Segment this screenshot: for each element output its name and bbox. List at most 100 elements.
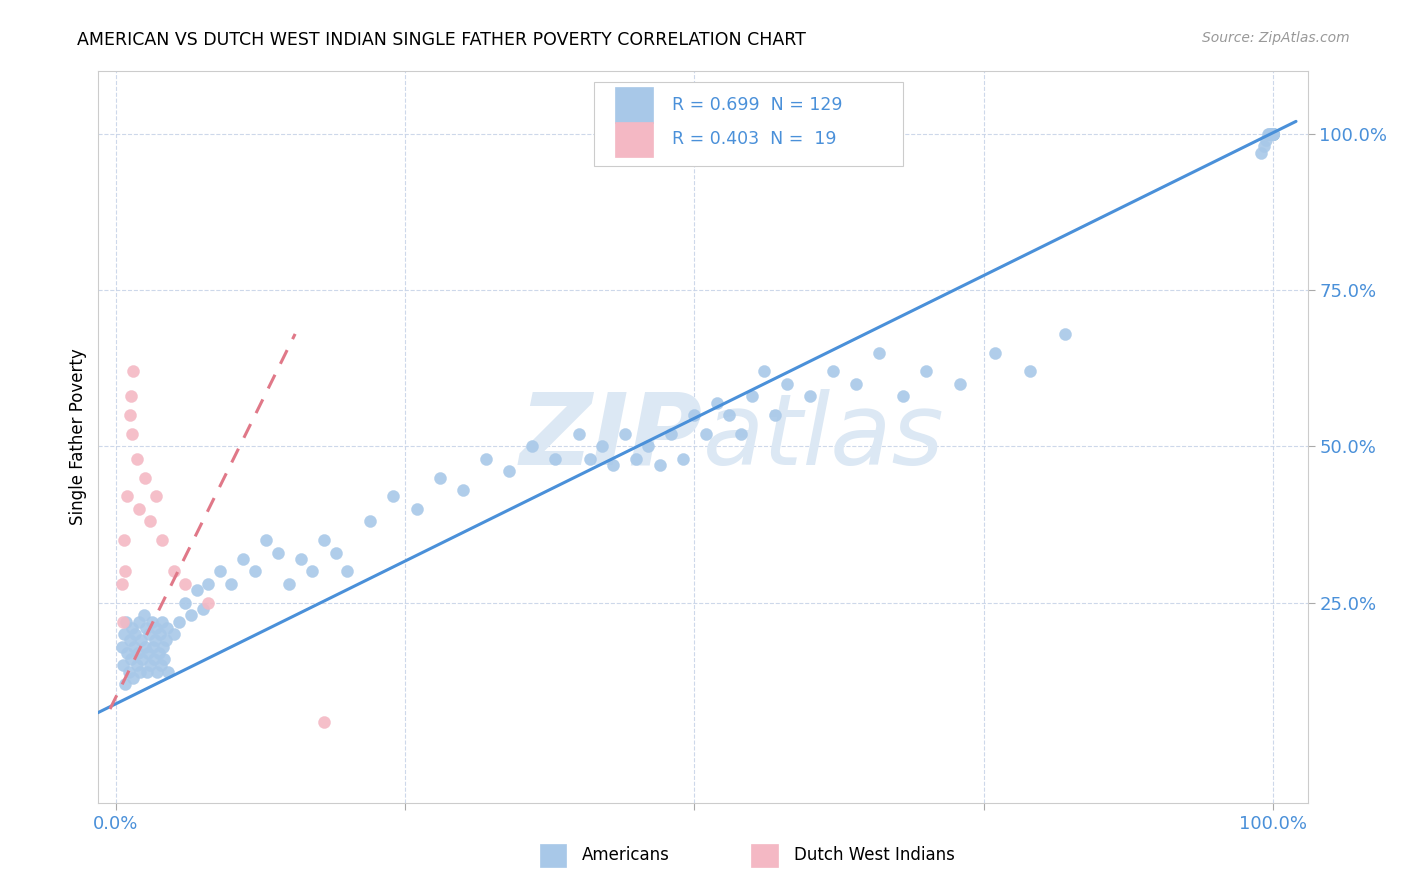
Point bbox=[162, 565, 184, 579]
Point bbox=[124, 627, 146, 641]
Point bbox=[208, 565, 231, 579]
Point bbox=[135, 621, 157, 635]
Point bbox=[112, 627, 135, 641]
FancyBboxPatch shape bbox=[595, 82, 903, 167]
Y-axis label: Single Father Poverty: Single Father Poverty bbox=[69, 349, 87, 525]
Point bbox=[498, 465, 520, 479]
Point bbox=[1261, 127, 1284, 141]
Point bbox=[405, 502, 427, 516]
Point bbox=[591, 440, 613, 454]
Point bbox=[169, 615, 191, 629]
Point bbox=[114, 565, 136, 579]
Point bbox=[325, 546, 347, 560]
Point bbox=[1261, 127, 1284, 141]
Point bbox=[125, 452, 148, 467]
Point bbox=[118, 633, 141, 648]
Point bbox=[111, 615, 134, 629]
Point bbox=[142, 640, 165, 654]
Point bbox=[174, 577, 197, 591]
Point bbox=[117, 665, 139, 679]
Point bbox=[129, 633, 152, 648]
Point bbox=[290, 552, 312, 566]
Point bbox=[120, 652, 142, 666]
Point bbox=[155, 633, 177, 648]
Point bbox=[243, 565, 266, 579]
Point bbox=[139, 515, 162, 529]
Point bbox=[1053, 326, 1076, 341]
Point bbox=[153, 652, 176, 666]
Point bbox=[110, 577, 132, 591]
Point bbox=[312, 533, 335, 548]
Text: atlas: atlas bbox=[703, 389, 945, 485]
Point bbox=[145, 621, 167, 635]
Text: R = 0.403  N =  19: R = 0.403 N = 19 bbox=[672, 130, 837, 148]
Point bbox=[1261, 127, 1284, 141]
Point bbox=[117, 490, 139, 504]
Point bbox=[718, 408, 741, 422]
Point bbox=[110, 640, 132, 654]
Point bbox=[128, 502, 150, 516]
Point bbox=[134, 471, 156, 485]
Point bbox=[637, 440, 659, 454]
Point bbox=[648, 458, 671, 473]
Point bbox=[544, 452, 567, 467]
Point bbox=[254, 533, 277, 548]
Point bbox=[117, 646, 139, 660]
Point bbox=[382, 490, 405, 504]
Point bbox=[118, 408, 141, 422]
Point bbox=[1261, 127, 1284, 141]
Bar bbox=[614, 122, 654, 157]
Point bbox=[602, 458, 624, 473]
Point bbox=[148, 646, 170, 660]
Point bbox=[1261, 127, 1284, 141]
Point bbox=[1253, 139, 1275, 153]
Text: AMERICAN VS DUTCH WEST INDIAN SINGLE FATHER POVERTY CORRELATION CHART: AMERICAN VS DUTCH WEST INDIAN SINGLE FAT… bbox=[77, 31, 806, 49]
Point bbox=[1261, 127, 1284, 141]
Point bbox=[301, 565, 323, 579]
Point bbox=[1261, 127, 1284, 141]
Point bbox=[683, 408, 706, 422]
Point bbox=[114, 677, 136, 691]
Point bbox=[1261, 127, 1284, 141]
Point bbox=[1261, 127, 1284, 141]
Point bbox=[131, 652, 153, 666]
Point bbox=[1261, 127, 1284, 141]
Point bbox=[1261, 127, 1284, 141]
Point bbox=[132, 608, 155, 623]
Point bbox=[1261, 127, 1284, 141]
Point bbox=[845, 376, 868, 391]
Point bbox=[156, 621, 179, 635]
Point bbox=[613, 426, 636, 441]
Point bbox=[191, 602, 214, 616]
Point bbox=[136, 646, 159, 660]
Point bbox=[672, 452, 695, 467]
Point bbox=[143, 633, 166, 648]
Point bbox=[112, 533, 135, 548]
Point bbox=[162, 627, 184, 641]
Point bbox=[180, 608, 202, 623]
Point bbox=[1261, 127, 1284, 141]
Point bbox=[1261, 127, 1284, 141]
Point bbox=[763, 408, 786, 422]
Point bbox=[145, 490, 167, 504]
Point bbox=[150, 533, 173, 548]
Point bbox=[1261, 127, 1284, 141]
Point bbox=[121, 426, 143, 441]
Text: ZIP: ZIP bbox=[520, 389, 703, 485]
Point bbox=[134, 640, 156, 654]
Point bbox=[1261, 127, 1284, 141]
Point bbox=[1250, 145, 1272, 160]
Point bbox=[267, 546, 290, 560]
Point bbox=[949, 376, 972, 391]
Point bbox=[706, 395, 728, 409]
Point bbox=[1261, 127, 1284, 141]
Point bbox=[152, 640, 174, 654]
Bar bbox=[614, 87, 654, 122]
Point bbox=[579, 452, 602, 467]
Point bbox=[1261, 127, 1284, 141]
Text: R = 0.699  N = 129: R = 0.699 N = 129 bbox=[672, 96, 842, 114]
Point bbox=[128, 615, 150, 629]
Point bbox=[111, 658, 134, 673]
Text: Dutch West Indians: Dutch West Indians bbox=[793, 847, 955, 864]
Bar bbox=[540, 844, 567, 867]
